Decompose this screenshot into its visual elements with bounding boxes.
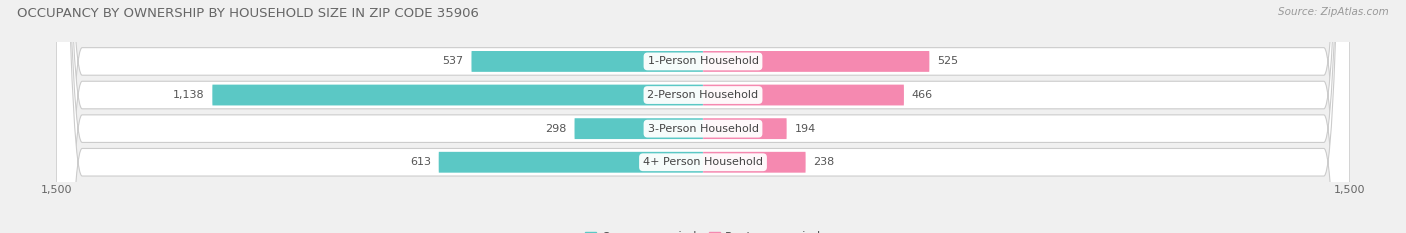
Text: 466: 466	[911, 90, 932, 100]
Text: 2-Person Household: 2-Person Household	[647, 90, 759, 100]
FancyBboxPatch shape	[703, 152, 806, 173]
Text: 3-Person Household: 3-Person Household	[648, 124, 758, 134]
FancyBboxPatch shape	[56, 0, 1350, 233]
Text: 1,138: 1,138	[173, 90, 204, 100]
Text: 613: 613	[411, 157, 430, 167]
Text: 194: 194	[794, 124, 815, 134]
Text: Source: ZipAtlas.com: Source: ZipAtlas.com	[1278, 7, 1389, 17]
FancyBboxPatch shape	[703, 118, 786, 139]
Text: 4+ Person Household: 4+ Person Household	[643, 157, 763, 167]
Legend: Owner-occupied, Renter-occupied: Owner-occupied, Renter-occupied	[579, 226, 827, 233]
FancyBboxPatch shape	[212, 85, 703, 106]
Text: OCCUPANCY BY OWNERSHIP BY HOUSEHOLD SIZE IN ZIP CODE 35906: OCCUPANCY BY OWNERSHIP BY HOUSEHOLD SIZE…	[17, 7, 479, 20]
FancyBboxPatch shape	[575, 118, 703, 139]
Text: 525: 525	[938, 56, 959, 66]
FancyBboxPatch shape	[56, 0, 1350, 233]
Text: 298: 298	[546, 124, 567, 134]
FancyBboxPatch shape	[703, 51, 929, 72]
FancyBboxPatch shape	[471, 51, 703, 72]
FancyBboxPatch shape	[56, 0, 1350, 233]
Text: 238: 238	[814, 157, 835, 167]
FancyBboxPatch shape	[439, 152, 703, 173]
Text: 537: 537	[443, 56, 464, 66]
FancyBboxPatch shape	[703, 85, 904, 106]
FancyBboxPatch shape	[56, 0, 1350, 233]
Text: 1-Person Household: 1-Person Household	[648, 56, 758, 66]
